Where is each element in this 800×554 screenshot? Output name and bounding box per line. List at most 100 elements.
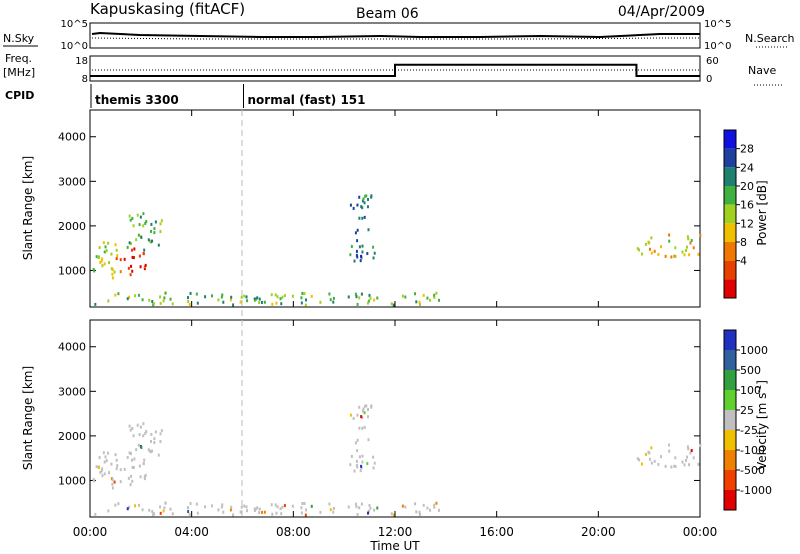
power-point xyxy=(360,292,363,296)
power-point xyxy=(689,241,692,245)
power-point xyxy=(697,252,700,256)
velocity-point xyxy=(97,466,100,470)
velocity-point xyxy=(419,513,422,517)
velocity-yticks: 4000 3000 2000 1000 xyxy=(58,341,700,487)
power-point xyxy=(130,248,133,252)
power-point xyxy=(107,241,110,245)
power-point xyxy=(220,295,223,299)
velocity-point xyxy=(366,462,369,466)
velocity-point xyxy=(353,469,356,473)
velocity-point xyxy=(415,510,418,514)
power-point xyxy=(240,295,243,299)
power-point xyxy=(404,295,407,299)
velocity-point xyxy=(688,463,691,467)
y-tick-label: 4000 xyxy=(58,341,86,354)
velocity-point xyxy=(433,505,436,509)
colorbar-swatch xyxy=(724,370,736,390)
power-point xyxy=(356,228,359,232)
velocity-point xyxy=(187,506,190,510)
velocity-point xyxy=(699,444,702,448)
velocity-point xyxy=(220,505,223,509)
power-point xyxy=(352,206,355,210)
velocity-point xyxy=(189,501,192,505)
colorbar-tick-label: 4 xyxy=(740,255,747,268)
power-point xyxy=(366,205,369,209)
power-point xyxy=(117,292,120,296)
power-point xyxy=(360,205,363,209)
power-point xyxy=(361,250,364,254)
power-point xyxy=(270,293,273,297)
power-point xyxy=(358,296,361,300)
x-axis-ticks: 00:00 04:00 08:00 12:00 16:00 20:00 00:00 xyxy=(73,110,717,539)
power-point xyxy=(230,295,233,299)
velocity-point xyxy=(111,482,114,486)
velocity-point xyxy=(367,408,370,412)
power-point xyxy=(103,250,106,254)
colorbar-tick-label: 24 xyxy=(740,161,754,174)
power-point xyxy=(101,257,104,261)
velocity-point xyxy=(196,511,199,515)
velocity-point xyxy=(232,513,235,517)
velocity-point xyxy=(281,505,284,509)
power-point xyxy=(258,301,261,305)
velocity-point xyxy=(358,426,361,430)
power-point xyxy=(650,236,653,240)
power-point xyxy=(128,214,131,218)
power-point xyxy=(438,298,441,302)
power-point xyxy=(253,299,256,303)
velocity-title-main: Velocity [m s xyxy=(755,393,769,470)
velocity-point xyxy=(392,513,395,517)
power-point xyxy=(419,303,422,307)
power-point xyxy=(373,251,376,255)
power-point xyxy=(195,292,198,296)
power-point xyxy=(105,249,108,253)
power-point xyxy=(94,302,97,306)
power-point xyxy=(239,300,242,304)
power-point xyxy=(154,220,157,224)
velocity-point xyxy=(687,447,690,451)
noise-panel-frame xyxy=(89,22,701,49)
velocity-point xyxy=(104,455,107,459)
date-title: 04/Apr/2009 xyxy=(618,4,705,20)
power-point xyxy=(139,215,142,219)
power-point xyxy=(276,295,279,299)
power-point xyxy=(243,294,246,298)
power-point xyxy=(142,252,145,256)
power-point xyxy=(136,213,139,217)
power-point xyxy=(414,292,417,296)
x-tick-label: 00:00 xyxy=(73,525,108,539)
velocity-point xyxy=(422,503,425,507)
power-point xyxy=(131,216,134,220)
noise-left-label: N.Sky xyxy=(3,32,35,45)
velocity-point xyxy=(258,507,261,511)
power-point xyxy=(111,272,114,276)
freq-panel-frame xyxy=(89,55,701,82)
colorbar-swatch xyxy=(724,148,736,168)
velocity-point xyxy=(300,506,303,510)
colorbar-swatch xyxy=(724,223,736,242)
velocity-point xyxy=(154,430,157,434)
power-point xyxy=(204,295,207,299)
power-point xyxy=(690,239,693,243)
power-point xyxy=(422,293,425,297)
power-point xyxy=(119,270,122,274)
power-point xyxy=(188,302,191,306)
velocity-point xyxy=(147,448,150,452)
noise-right-tick-top: 10^5 xyxy=(704,19,731,30)
power-point xyxy=(123,257,126,261)
power-point xyxy=(253,297,256,301)
colorbar-swatch xyxy=(724,330,736,350)
velocity-point xyxy=(301,501,304,505)
velocity-point xyxy=(360,502,363,506)
velocity-point xyxy=(355,505,358,509)
velocity-point xyxy=(127,476,130,480)
velocity-point xyxy=(310,504,313,508)
velocity-point xyxy=(354,502,357,506)
power-point xyxy=(681,250,684,254)
power-point xyxy=(229,298,232,302)
velocity-point xyxy=(640,462,643,466)
power-point xyxy=(138,254,141,258)
colorbar-tick-label: -1000 xyxy=(740,484,772,497)
power-point xyxy=(133,247,136,251)
velocity-point xyxy=(129,452,132,456)
